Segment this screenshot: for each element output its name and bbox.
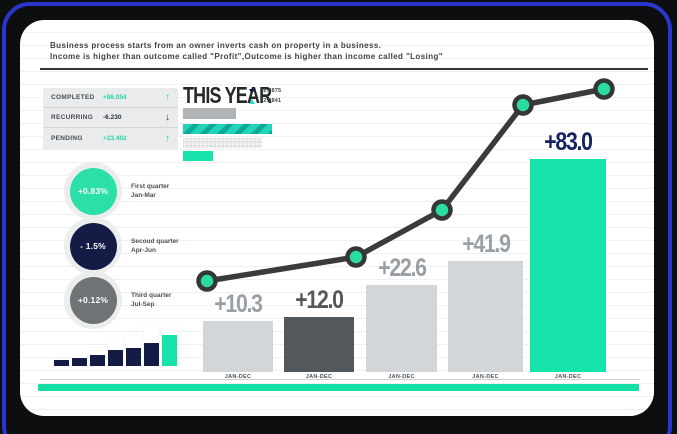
mini-bar-fill [108, 350, 123, 366]
stat-label: COMPLETED [51, 94, 95, 101]
triangle-up-icon [249, 98, 255, 104]
stat-row-completed: COMPLETED +86.054 ↑ [43, 88, 178, 108]
axis-baseline [40, 379, 640, 380]
mini-growth-chart [54, 322, 177, 366]
mini-bar-fill [126, 348, 141, 366]
progress-bar-diagonal-hatch [183, 124, 272, 134]
stat-label: PENDING [51, 134, 83, 142]
chart-legend: 32.8875 42.9841 [249, 86, 281, 106]
header-description: Business process starts from an owner in… [50, 40, 443, 62]
bar-category-label: JAN-DEC [472, 374, 499, 380]
dashboard-card: Business process starts from an owner in… [20, 20, 654, 416]
bar [203, 321, 273, 372]
mini-bar-column [126, 335, 141, 366]
arrow-up-icon: ↑ [165, 132, 170, 144]
data-point-dot [593, 78, 615, 100]
arrow-up-icon: ↑ [165, 92, 170, 103]
legend-entry: 42.9841 [249, 96, 281, 106]
quarter-range: Jul-Sep [131, 301, 155, 308]
data-point-dot [431, 199, 453, 221]
legend-entry: 32.8875 [249, 86, 281, 96]
bar-value-label: +83.0 [544, 128, 593, 156]
mini-bar-track [144, 325, 159, 366]
stats-panel: COMPLETED +86.054 ↑ RECURRING -6.230 ↓ P… [43, 88, 178, 150]
mini-bar-column [162, 322, 177, 366]
quarter-range: Apr-Jun [131, 247, 156, 254]
mini-bar-track [108, 340, 123, 366]
bar-value-label: +10.3 [214, 290, 263, 318]
triangle-down-icon [249, 88, 255, 94]
stat-value: +23.402 [103, 134, 127, 142]
stat-value: -6.230 [103, 114, 122, 121]
quarter-title: First quarter [131, 183, 170, 190]
legend-value: 32.8875 [260, 88, 282, 94]
mini-bar-track [162, 322, 177, 366]
bar-value-label: +12.0 [295, 286, 344, 314]
stat-row-recurring: RECURRING -6.230 ↓ [43, 108, 178, 128]
quarter-badge-first: +0.83% First quarter Jan-Mar [64, 162, 169, 220]
quarter-label: First quarter Jan-Mar [131, 182, 169, 200]
quarter-label: Secoud quarter Apr-Jun [131, 237, 179, 255]
mini-bar-column [108, 340, 123, 366]
header-line-1: Business process starts from an owner in… [50, 41, 382, 50]
mini-bar-fill [162, 335, 177, 366]
bar [448, 261, 523, 372]
quarter-title: Third quarter [131, 292, 172, 299]
quarter-label: Third quarter Jul-Sep [131, 291, 171, 309]
mini-bar-track [72, 355, 87, 366]
bar-category-label: JAN-DEC [554, 374, 582, 380]
mini-bar-track [54, 360, 69, 366]
header-divider [40, 68, 648, 70]
progress-bar-dotted [183, 138, 262, 148]
progress-bar-solid [183, 108, 236, 119]
legend-value: 42.9841 [260, 98, 282, 104]
data-point-dot [196, 270, 218, 292]
arrow-down-icon: ↓ [165, 112, 170, 123]
mini-bar-fill [144, 343, 159, 366]
mini-bar-column [144, 325, 159, 366]
quarter-percent-badge: +0.83% [69, 167, 117, 215]
mini-bar-column [54, 360, 69, 366]
quarter-percent-badge: +0.12% [69, 276, 117, 324]
mini-bar-track [126, 335, 141, 366]
mini-bar-column [90, 348, 105, 366]
mini-bar-column [72, 355, 87, 366]
badge-ring: +0.83% [64, 162, 122, 220]
mini-bar-fill [54, 360, 69, 366]
progress-bar-solid [183, 151, 213, 161]
bar-category-label: JAN-DEC [224, 374, 252, 380]
bar-category-label: JAN-DEC [388, 374, 415, 380]
bar [284, 317, 354, 372]
quarter-badge-second: - 1.5% Secoud quarter Apr-Jun [64, 217, 179, 275]
bar-category-label: JAN-DEC [305, 374, 333, 380]
mini-bar-track [90, 348, 105, 366]
bar [530, 159, 606, 372]
accent-bottom-strip [38, 384, 639, 391]
mini-bar-fill [72, 358, 87, 366]
data-point-dot [345, 246, 367, 268]
stat-row-pending: PENDING +23.402 ↑ [43, 128, 178, 148]
bar-value-label: +22.6 [377, 254, 427, 282]
stat-label: RECURRING [51, 114, 94, 121]
header-line-2: Income is higher than outcome called "Pr… [50, 52, 443, 61]
bar [366, 285, 437, 372]
data-point-dot [512, 94, 534, 116]
stat-value: +86.054 [103, 94, 127, 101]
badge-ring: +0.12% [64, 271, 122, 329]
badge-ring: - 1.5% [64, 217, 122, 275]
quarter-range: Jan-Mar [131, 192, 156, 199]
mini-bar-fill [90, 355, 105, 366]
quarter-title: Secoud quarter [131, 238, 179, 245]
bar-value-label: +41.9 [461, 230, 511, 258]
quarter-badge-third: +0.12% Third quarter Jul-Sep [64, 271, 171, 329]
quarter-percent-badge: - 1.5% [69, 222, 117, 270]
